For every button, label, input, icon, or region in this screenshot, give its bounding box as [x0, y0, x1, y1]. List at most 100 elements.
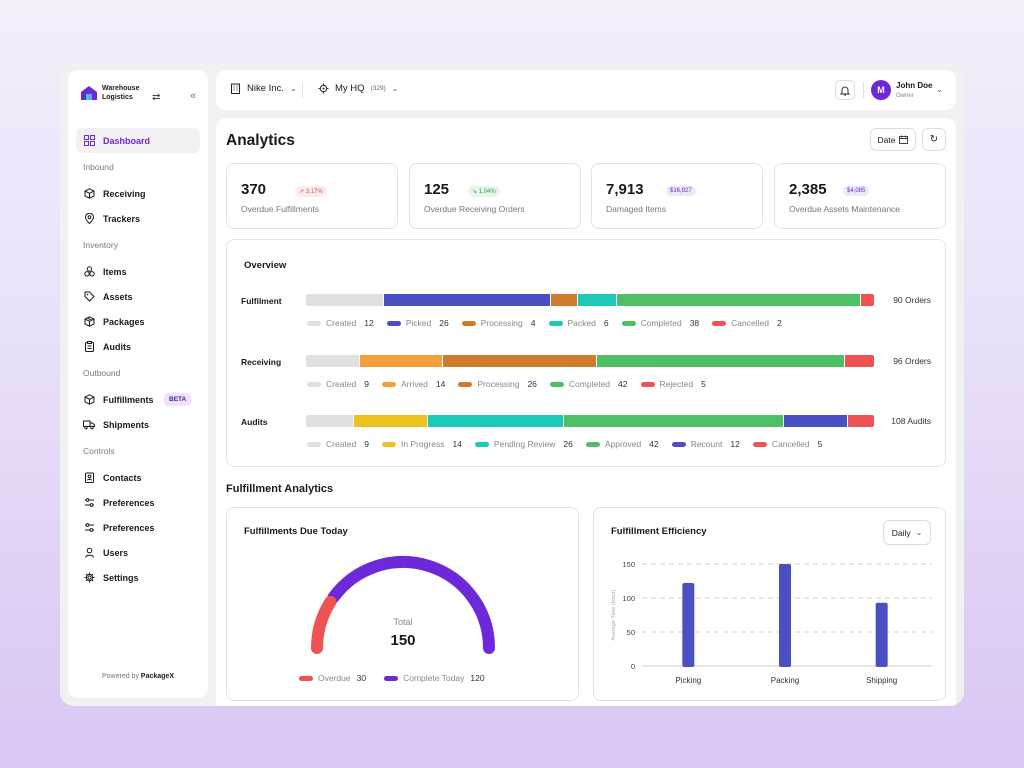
location-name: My HQ — [335, 83, 365, 94]
sidebar-item-shipments[interactable]: Shipments — [76, 412, 200, 437]
chevron-down-icon: ⌄ — [915, 528, 923, 537]
date-filter-button[interactable]: Date — [870, 128, 916, 151]
bar-shipping[interactable] — [875, 602, 888, 667]
sidebar-item-receiving[interactable]: Receiving — [76, 181, 200, 206]
bar-segment-processing[interactable] — [443, 355, 596, 367]
bar-segment-processing[interactable] — [551, 294, 577, 306]
legend-item: Arrived 14 — [381, 379, 446, 389]
sidebar-item-preferences[interactable]: Preferences — [76, 515, 200, 540]
switch-icon[interactable]: ⇄ — [152, 92, 161, 103]
bar-segment-recount[interactable] — [784, 415, 847, 427]
bar-segment-created[interactable] — [306, 294, 383, 306]
app-logo[interactable]: Warehouse Logistics — [80, 84, 144, 102]
user-role: Owner — [896, 93, 914, 99]
sidebar-item-preferences[interactable]: Preferences — [76, 490, 200, 515]
legend-label: Cancelled — [771, 439, 810, 449]
overview-legend: Created 9 In Progress 14 Pending Review 26 App… — [307, 439, 822, 449]
bar-segment-picked[interactable] — [383, 294, 551, 306]
chevron-down-icon[interactable]: ⌄ — [936, 85, 943, 94]
y-tick-label: 50 — [627, 628, 635, 637]
legend-swatch — [585, 441, 600, 447]
location-pin-icon — [83, 213, 95, 225]
legend-value: 14 — [435, 379, 446, 389]
box-icon — [83, 394, 95, 406]
legend-swatch — [381, 381, 396, 387]
app-name-line2: Logistics — [102, 94, 133, 101]
legend-item: Packed 6 — [548, 318, 609, 328]
sidebar-item-packages[interactable]: Packages — [76, 309, 200, 334]
sidebar-item-items[interactable]: Items — [76, 259, 200, 284]
avatar[interactable]: M — [871, 80, 891, 100]
sidebar-item-dashboard[interactable]: Dashboard — [76, 128, 200, 153]
legend-value: 26 — [563, 439, 573, 449]
legend-item: Created 9 — [307, 379, 369, 389]
bar-segment-cancelled[interactable] — [861, 294, 874, 306]
legend-item: Recount 12 — [671, 439, 740, 449]
stacked-bar — [306, 294, 874, 306]
bar-segment-created[interactable] — [306, 415, 353, 427]
sidebar-item-label: Settings — [103, 572, 139, 583]
bar-segment-in-progress[interactable] — [353, 415, 427, 427]
gear-icon — [83, 572, 95, 584]
user-icon — [83, 547, 95, 559]
location-selector[interactable]: My HQ (329) ⌄ — [318, 83, 398, 94]
legend-value: 38 — [689, 318, 700, 328]
building-icon — [231, 83, 240, 94]
sidebar-item-settings[interactable]: Settings — [76, 565, 200, 590]
period-select[interactable]: Daily ⌄ — [883, 520, 931, 545]
stat-card[interactable]: 7,913 $16,927 Damaged Items — [591, 163, 763, 229]
refresh-button[interactable]: ↻ — [922, 128, 946, 151]
bar-picking[interactable] — [682, 583, 695, 667]
legend-swatch — [307, 441, 321, 447]
bar-segment-packed[interactable] — [577, 294, 617, 306]
sidebar-item-fulfillments[interactable]: Fulfillments BETA — [76, 387, 200, 412]
y-tick-label: 100 — [622, 594, 635, 603]
bar-segment-arrived[interactable] — [359, 355, 443, 367]
stat-card[interactable]: 370 ↗ 3.17% Overdue Fulfillments — [226, 163, 398, 229]
x-tick-label: Packing — [771, 676, 799, 685]
legend-label: Rejected — [659, 379, 694, 389]
sidebar-item-label: Preferences — [103, 522, 155, 533]
bar-segment-created[interactable] — [306, 355, 359, 367]
legend-value: 6 — [603, 318, 609, 328]
sidebar-section-label: Inbound — [83, 162, 114, 172]
bar-segment-cancelled[interactable] — [847, 415, 874, 427]
bar-segment-completed[interactable] — [617, 294, 861, 306]
x-tick-label: Picking — [675, 676, 701, 685]
collapse-sidebar-icon[interactable]: « — [190, 90, 197, 102]
legend-item: In Progress 14 — [381, 439, 462, 449]
legend-item: Pending Review 26 — [474, 439, 573, 449]
notifications-button[interactable] — [835, 80, 855, 100]
gauge-overdue-arc — [310, 595, 337, 654]
legend-swatch — [474, 441, 489, 447]
sidebar-item-users[interactable]: Users — [76, 540, 200, 565]
sidebar-section-label: Inventory — [83, 240, 118, 250]
bar-segment-rejected[interactable] — [844, 355, 874, 367]
tag-icon — [83, 291, 95, 303]
stat-badge: $16,927 — [666, 186, 696, 196]
box-icon — [83, 188, 95, 200]
user-name[interactable]: John Doe — [896, 81, 933, 90]
stat-card[interactable]: 125 ↘ 1.04% Overdue Receiving Orders — [409, 163, 581, 229]
sidebar-item-label: Trackers — [103, 213, 141, 224]
sidebar-item-assets[interactable]: Assets — [76, 284, 200, 309]
legend-label: Packed — [567, 318, 596, 328]
app-name: Warehouse Logistics — [102, 84, 144, 102]
stat-card[interactable]: 2,385 $4,085 Overdue Assets Maintenance — [774, 163, 946, 229]
stat-badge: ↗ 3.17% — [295, 186, 327, 197]
org-selector[interactable]: Nike Inc. ⌄ — [230, 83, 297, 94]
sidebar-item-audits[interactable]: Audits — [76, 334, 200, 359]
bar-packing[interactable] — [779, 564, 791, 667]
sidebar-item-label: Shipments — [103, 419, 150, 430]
sidebar-item-contacts[interactable]: Contacts — [76, 465, 200, 490]
truck-icon — [83, 419, 95, 431]
legend-item: Rejected 5 — [640, 379, 706, 389]
legend-label: Arrived — [400, 379, 428, 389]
bar-segment-approved[interactable] — [564, 415, 784, 427]
sidebar-item-trackers[interactable]: Trackers — [76, 206, 200, 231]
legend-label: Pending Review — [493, 439, 556, 449]
bar-segment-completed[interactable] — [596, 355, 844, 367]
warehouse-logo-icon — [80, 85, 98, 101]
bar-segment-pending-review[interactable] — [427, 415, 564, 427]
bell-icon — [840, 86, 850, 95]
